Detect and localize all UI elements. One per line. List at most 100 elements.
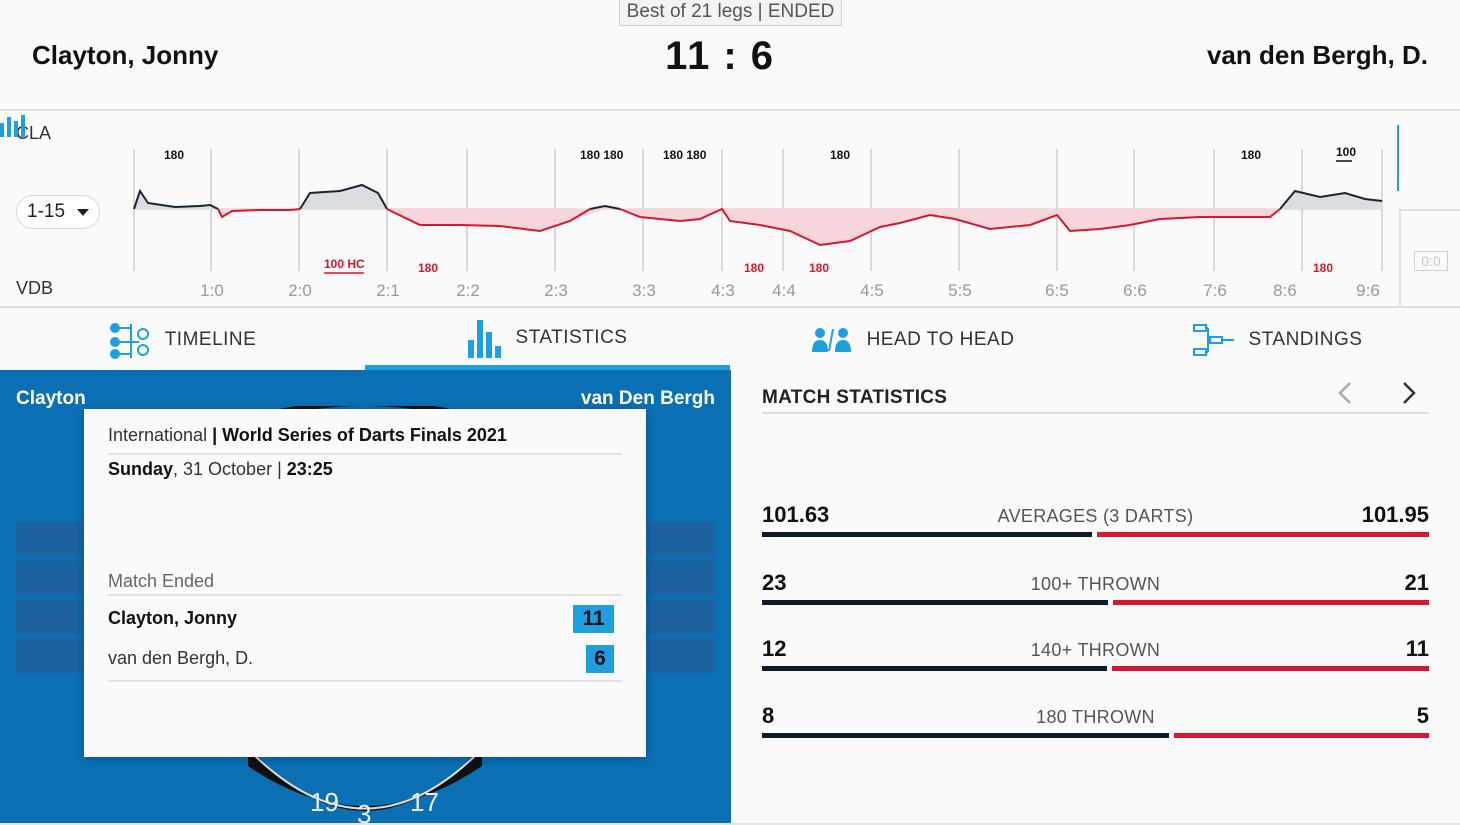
leg-score-label: 1:0 [200,281,224,300]
popup-divider [108,453,622,455]
leg-score-label: 2:3 [544,281,568,300]
tab-head-to-head[interactable]: HEAD TO HEAD [730,310,1095,370]
away-highlight-mark: 180 [418,261,438,275]
match-status: Match Ended [108,571,215,591]
leg-range-select[interactable]: 1-15 [16,195,100,229]
away-highlight-mark: 100 HC [324,257,365,271]
home-score: 11 [665,34,712,78]
standings-icon [1192,324,1234,356]
away-highlight-mark: 180 [1313,261,1333,275]
home-highlight-mark: 100 [1336,145,1356,159]
tab-standings[interactable]: STANDINGS [1095,310,1460,370]
tab-timeline[interactable]: TIMELINE [0,310,365,370]
stat-away-bar [1097,532,1429,537]
stat-home-bar [762,600,1108,605]
home-highlight-mark: 180 180 [663,148,707,162]
chevron-right-icon[interactable] [1395,380,1421,406]
away-momentum-area [218,209,1280,245]
match-info-badge: Best of 21 legs | ENDED [619,0,842,26]
away-highlight-mark: 180 [809,261,829,275]
stat-row-averages: 101.63 AVERAGES (3 DARTS) 101.95 [762,502,1429,542]
leg-range-value: 1-15 [27,201,66,222]
chevron-left-icon[interactable] [1333,380,1359,406]
match-score: 11:6 [620,34,820,79]
home-momentum-line [133,183,1383,210]
leg-score-label: 6:5 [1045,281,1069,300]
board-number: 17 [410,787,439,817]
leg-score-label: 4:3 [711,281,735,300]
match-header: Best of 21 legs | ENDED Clayton, Jonny 1… [0,0,1460,111]
stat-home-bar [762,733,1169,738]
board-stripe [16,561,88,595]
board-number: 3 [357,799,371,825]
dartboard: 19 3 17 [248,406,482,825]
away-score: 6 [750,34,775,78]
tab-bar: TIMELINE STATISTICS HEAD TO HEAD [0,310,1460,370]
board-stripe [643,600,715,634]
tab-standings-label: STANDINGS [1248,329,1363,350]
home-momentum-area [134,185,1382,209]
board-stripe [643,639,715,673]
board-stripe [16,639,88,673]
leg-score-label: 6:6 [1123,281,1147,300]
tournament-separator: | [207,425,223,445]
home-highlight-mark: 180 [830,148,850,162]
chevron-down-icon [77,209,89,216]
popup-divider [108,680,622,682]
away-abbrev-label: VDB [16,278,54,298]
stat-label: 180 THROWN [1036,707,1155,727]
match-date: , 31 October | [173,459,287,479]
bar-chart-icon[interactable] [0,113,26,137]
stat-away-bar [1112,666,1429,671]
leg-score-label: 2:1 [376,281,400,300]
board-home-name: Clayton [16,388,86,409]
stat-away-value: 101.95 [1361,502,1429,527]
stat-row-140plus: 12 140+ THROWN 11 [762,636,1429,676]
stat-away-bar [1113,600,1429,605]
popup-away-score: 6 [586,645,614,673]
tab-head-to-head-label: HEAD TO HEAD [866,329,1015,350]
match-info-popup: International | World Series of Darts Fi… [84,409,646,757]
leg-score-label: 8:6 [1273,281,1297,300]
leg-score-label: 3:3 [632,281,656,300]
tab-statistics[interactable]: STATISTICS [365,310,730,370]
tournament-name[interactable]: World Series of Darts Finals 2021 [222,425,507,445]
stat-away-bar [1174,733,1429,738]
popup-away-player: van den Bergh, D. [108,648,254,668]
leg-score-label: 4:5 [860,281,884,300]
board-number: 19 [310,787,339,817]
mini-score-box: 0:0 [1414,251,1448,271]
stat-label: 100+ THROWN [1030,574,1161,594]
home-highlight-mark: 180 [164,148,184,162]
tab-timeline-label: TIMELINE [164,329,257,350]
chart-side-panel: 0:0 [1399,209,1460,308]
stat-home-value: 101.63 [762,502,830,527]
leg-score-label: 5:5 [948,281,972,300]
footer-divider [0,823,1460,825]
board-stripe [643,522,715,556]
stat-label: AVERAGES (3 DARTS) [997,506,1194,526]
away-player-name[interactable]: van den Bergh, D. [1206,40,1428,70]
leg-score-label: 2:0 [288,281,312,300]
home-highlight-mark: 180 180 [580,148,624,162]
board-stripe [643,561,715,595]
home-highlight-mark: 180 [1241,148,1261,162]
date-line: Sunday, 31 October | 23:25 [108,459,333,480]
momentum-graph: 180 180 180 180 180 180 180 100 100 HC 1… [133,145,1383,300]
match-time: 23:25 [286,459,333,479]
board-stripe [16,600,88,634]
chart-side-divider [1397,125,1399,191]
stat-home-value: 8 [762,703,775,728]
home-player-name[interactable]: Clayton, Jonny [32,40,219,70]
leg-score-label: 7:6 [1203,281,1227,300]
stat-away-value: 21 [1404,570,1429,595]
board-stripe [16,522,88,556]
board-away-name: van Den Bergh [580,388,715,409]
head-to-head-icon [811,328,851,352]
away-highlight-mark: 180 [744,261,764,275]
stat-away-value: 11 [1405,636,1429,661]
stat-label: 140+ THROWN [1030,640,1161,660]
stat-row-100plus: 23 100+ THROWN 21 [762,570,1429,610]
match-statistics-panel: MATCH STATISTICS 101.63 AVERAGES (3 DART… [731,370,1460,825]
